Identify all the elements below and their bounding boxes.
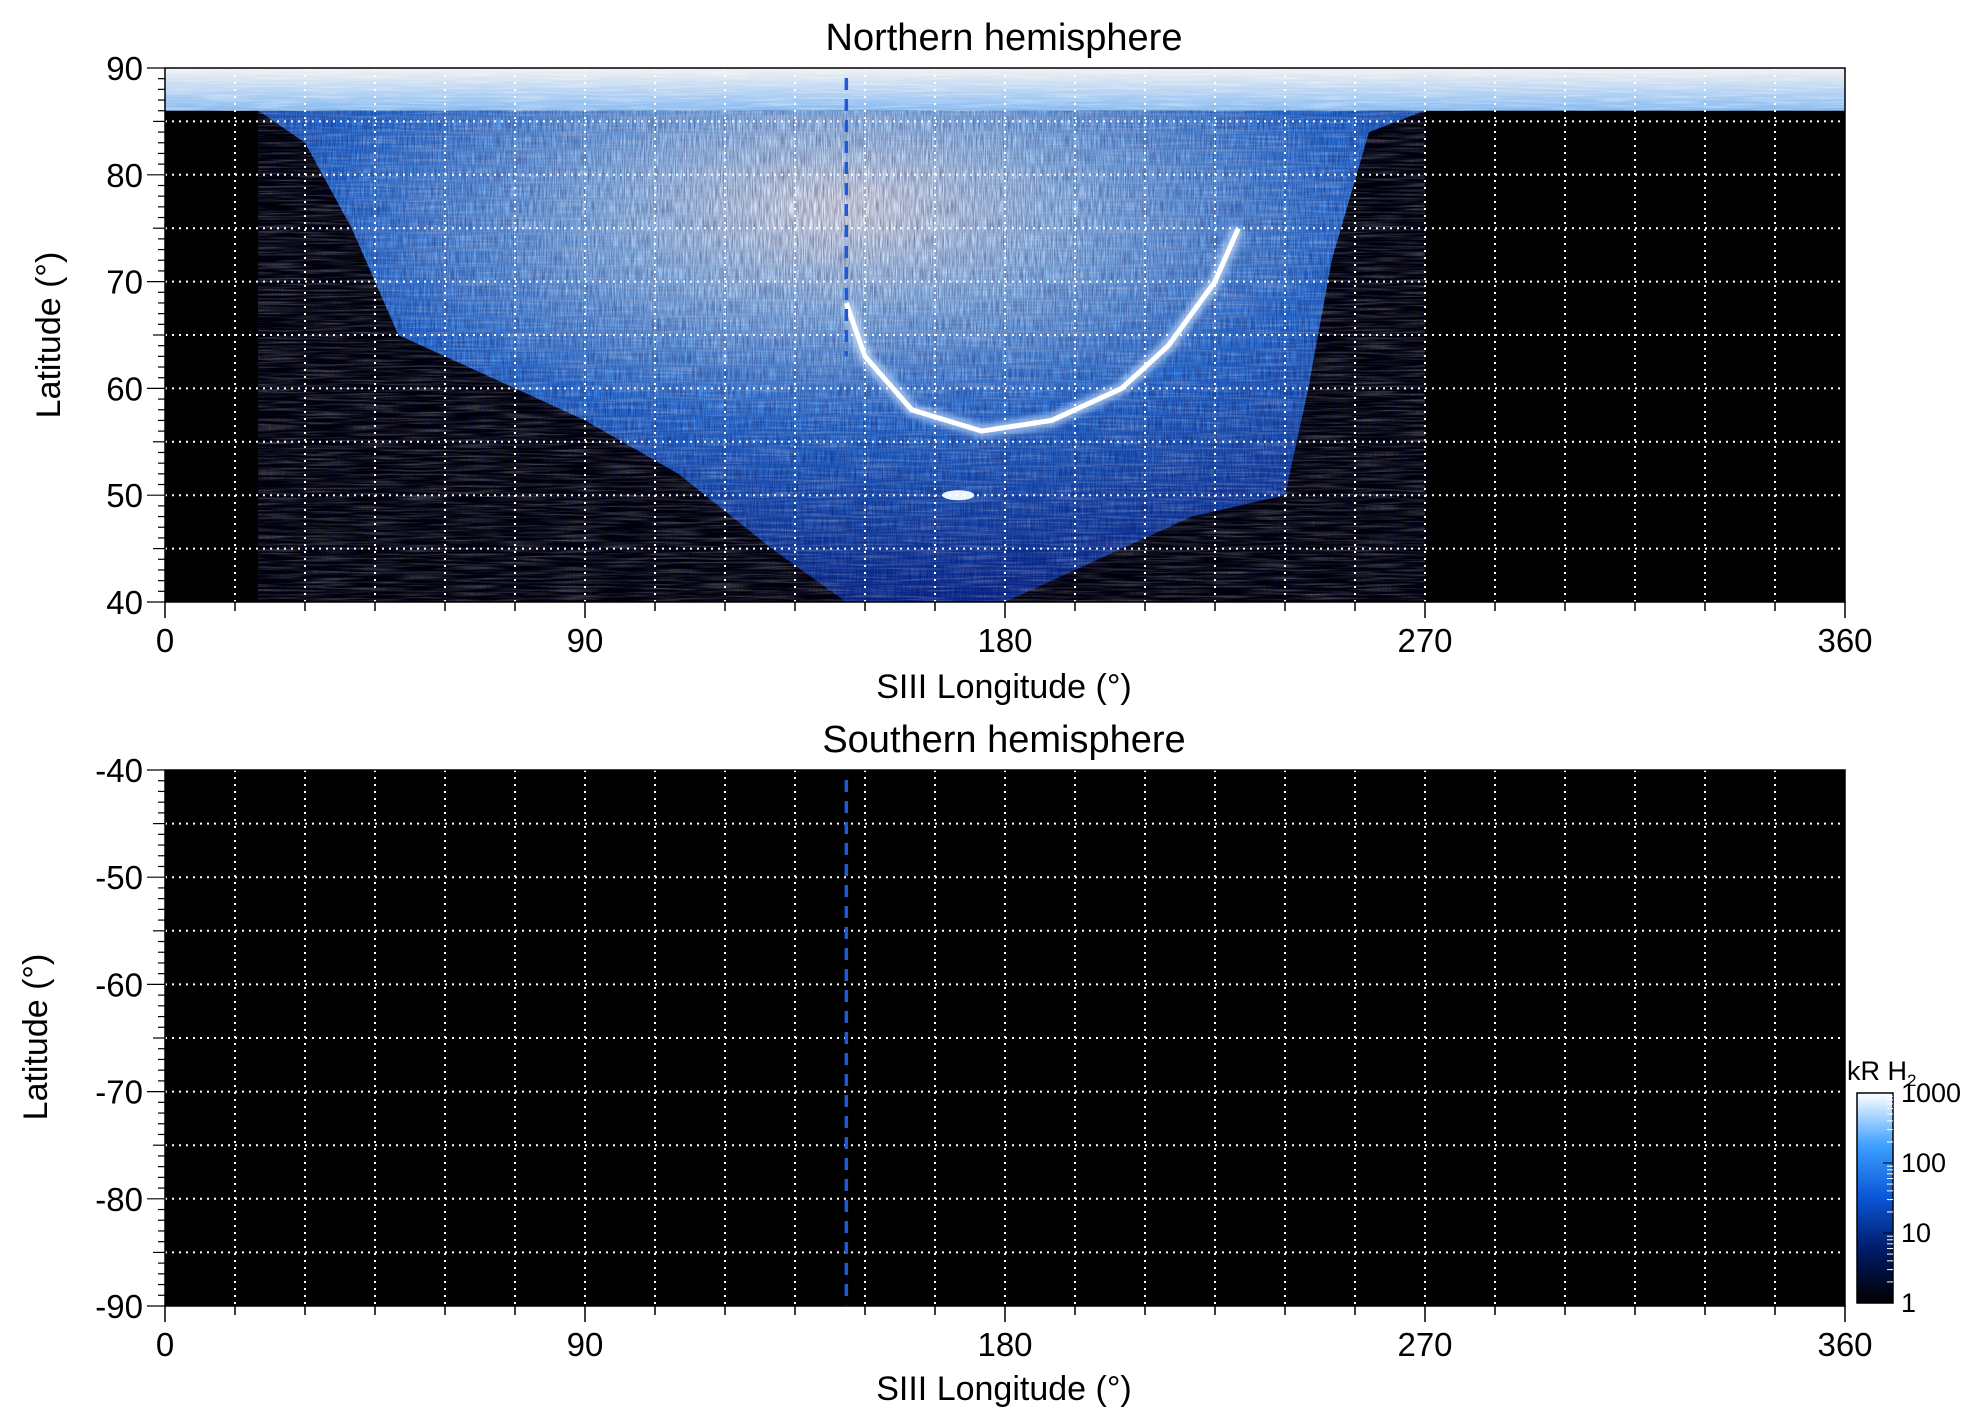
x-axis-label: SIII Longitude (°)	[876, 668, 1132, 706]
y-tick-label: -80	[95, 1181, 143, 1218]
southern-hemisphere-panel: Southern hemisphere 0 90 180 270 360 -40 -50 -6…	[17, 719, 1873, 1408]
y-tick-label: -90	[95, 1288, 143, 1325]
colorbar-tick-label: 1000	[1901, 1078, 1961, 1108]
bright-spot	[942, 490, 975, 501]
y-tick-label: 80	[106, 157, 143, 194]
colorbar-gradient	[1856, 1092, 1894, 1304]
plot-area: 0 90 180 270 360 40 50 60 70 80 90	[106, 50, 1872, 659]
y-tick-label: 90	[106, 50, 143, 87]
x-tick-label: 360	[1817, 622, 1872, 659]
x-tick-label: 360	[1817, 1326, 1872, 1363]
y-tick-label: 60	[106, 370, 143, 407]
y-axis-label: Latitude (°)	[17, 954, 55, 1121]
x-tick-label: 0	[156, 1326, 174, 1363]
x-tick-label: 90	[567, 622, 604, 659]
colorbar-tick-label: 1	[1901, 1288, 1916, 1318]
colorbar-tick-label: 100	[1901, 1148, 1946, 1178]
colorbar-label-main: kR H	[1847, 1056, 1907, 1086]
x-tick-label: 180	[977, 622, 1032, 659]
y-tick-label: -60	[95, 966, 143, 1003]
x-tick-label: 270	[1397, 622, 1452, 659]
y-axis-label: Latitude (°)	[30, 252, 68, 419]
y-tick-label: -40	[95, 752, 143, 789]
chart-title: Northern hemisphere	[826, 17, 1183, 59]
y-tick-label: -50	[95, 859, 143, 896]
chart-title: Southern hemisphere	[822, 719, 1185, 761]
y-tick-label: 70	[106, 264, 143, 301]
plot-area: 0 90 180 270 360 -40 -50 -60 -70 -80 -90	[95, 752, 1872, 1363]
colorbar-tick-label: 10	[1901, 1218, 1931, 1248]
main-oval	[843, 227, 1241, 434]
colorbar: kR H2 1 10 100 1000	[1847, 1056, 1961, 1318]
y-tick-label: 50	[106, 477, 143, 514]
x-axis-label: SIII Longitude (°)	[876, 1370, 1132, 1408]
y-tick-label: 40	[106, 584, 143, 621]
colorbar-label: kR H2	[1847, 1056, 1916, 1090]
x-tick-label: 90	[567, 1326, 604, 1363]
x-tick-label: 180	[977, 1326, 1032, 1363]
emission-noise	[258, 110, 1425, 602]
x-tick-label: 0	[156, 622, 174, 659]
colorbar-label-subscript: 2	[1907, 1071, 1916, 1090]
x-tick-label: 270	[1397, 1326, 1452, 1363]
northern-hemisphere-panel: Northern hemisphere 0 90 180 270 360 40 50 60 70…	[30, 17, 1873, 706]
y-tick-label: -70	[95, 1074, 143, 1111]
